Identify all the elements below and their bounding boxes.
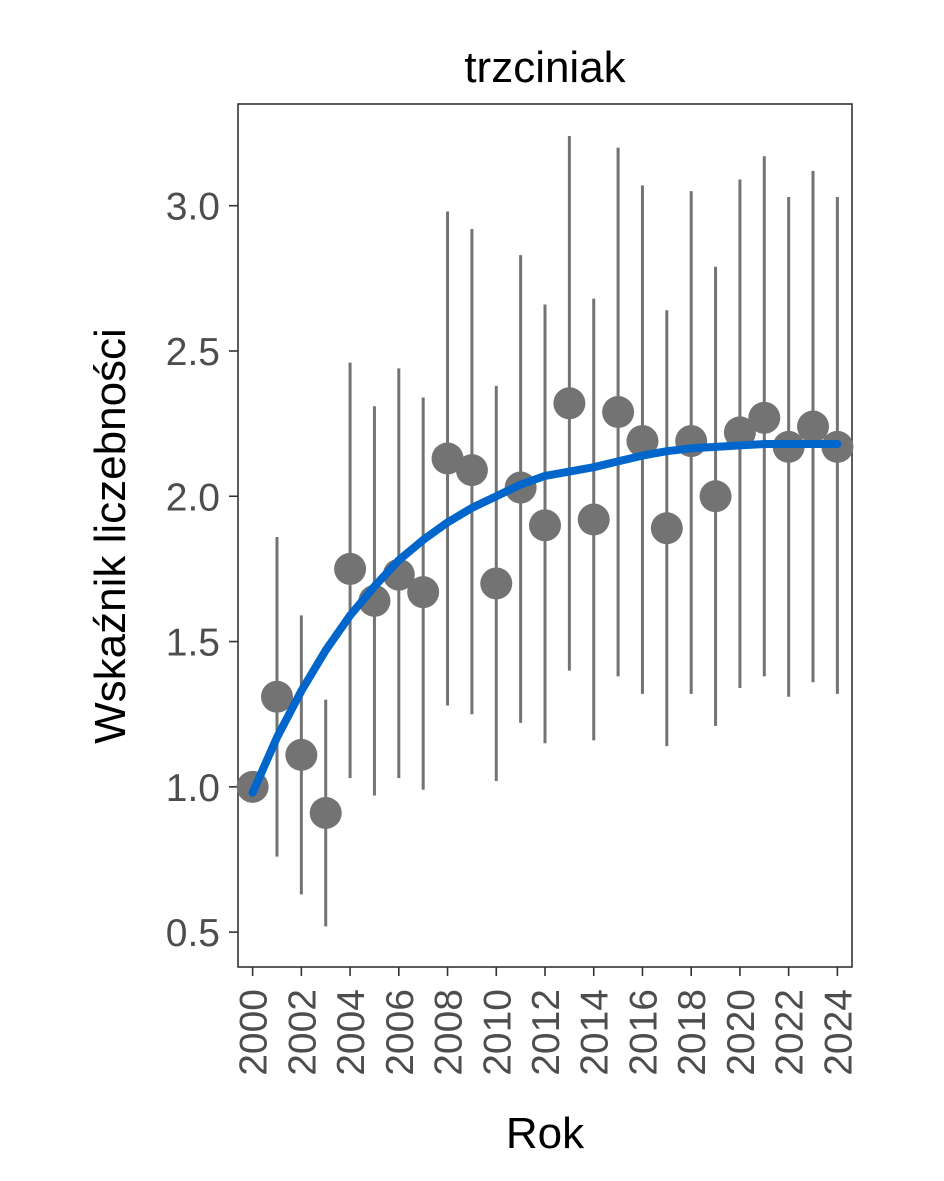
x-tick-label: 2006 bbox=[379, 989, 422, 1076]
data-point bbox=[285, 738, 318, 771]
chart-title: trzciniak bbox=[464, 43, 626, 92]
x-tick-label: 2012 bbox=[525, 989, 568, 1076]
data-point bbox=[309, 796, 342, 829]
data-point bbox=[626, 425, 659, 458]
x-tick-label: 2000 bbox=[233, 989, 276, 1076]
trend-line bbox=[248, 440, 842, 797]
data-point bbox=[748, 401, 781, 434]
y-tick-label: 1.0 bbox=[166, 767, 220, 810]
data-point bbox=[602, 396, 635, 429]
data-point bbox=[553, 387, 586, 420]
x-tick-label: 2014 bbox=[574, 989, 617, 1076]
data-point bbox=[529, 509, 561, 542]
data-point bbox=[699, 480, 732, 513]
data-point bbox=[260, 680, 293, 713]
data-point bbox=[455, 454, 488, 487]
data-point bbox=[480, 567, 513, 600]
data-point bbox=[797, 410, 830, 443]
y-tick-label: 2.0 bbox=[166, 476, 220, 519]
data-point bbox=[407, 576, 440, 609]
data-point bbox=[650, 512, 683, 545]
x-tick-label: 2016 bbox=[622, 989, 665, 1076]
y-axis-label: Wskaźnik liczebności bbox=[86, 328, 135, 744]
x-tick-label: 2008 bbox=[428, 989, 471, 1076]
y-tick-label: 2.5 bbox=[166, 331, 220, 374]
x-tick-label: 2018 bbox=[671, 989, 714, 1076]
data-point bbox=[577, 503, 610, 536]
y-tick-label: 0.5 bbox=[166, 912, 220, 955]
x-tick-label: 2022 bbox=[769, 989, 812, 1076]
x-tick-label: 2004 bbox=[330, 989, 373, 1076]
y-tick-label: 3.0 bbox=[166, 186, 220, 229]
x-tick-label: 2010 bbox=[476, 989, 519, 1076]
data-point bbox=[334, 552, 367, 585]
x-tick-label: 2002 bbox=[281, 989, 324, 1076]
data-point bbox=[723, 416, 756, 449]
x-tick-label: 2024 bbox=[817, 989, 860, 1076]
x-tick-label: 2020 bbox=[720, 989, 763, 1076]
data-point bbox=[431, 442, 464, 475]
x-axis-label: Rok bbox=[506, 1109, 585, 1158]
y-tick-label: 1.5 bbox=[166, 622, 220, 665]
